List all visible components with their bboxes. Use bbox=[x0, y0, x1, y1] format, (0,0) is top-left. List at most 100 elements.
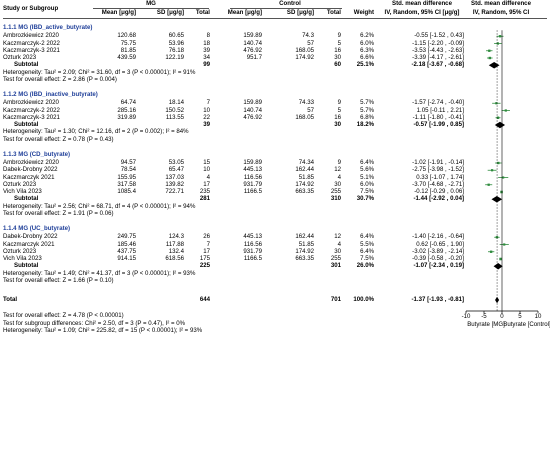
mg-sd: 53.05 bbox=[168, 159, 184, 166]
subtotal-c-total: 30 bbox=[334, 121, 341, 128]
c-total: 5 bbox=[337, 39, 341, 47]
subtotal-c-total: 60 bbox=[334, 61, 341, 69]
c-mean: 140.74 bbox=[243, 106, 262, 114]
subtotal-weight: 30.7% bbox=[356, 195, 374, 203]
weight: 6.3% bbox=[360, 46, 374, 54]
header-weight: Weight bbox=[353, 9, 374, 16]
subtotal-label: Subtotal bbox=[14, 121, 39, 128]
mg-total: 10 bbox=[203, 166, 210, 174]
study-name: Ambrozkiewicz 2020 bbox=[3, 159, 59, 166]
study-ci: -1.15 [-2.20 , -0.09] bbox=[412, 39, 464, 47]
c-sd: 74.33 bbox=[298, 99, 314, 107]
study-marker-point bbox=[490, 169, 494, 172]
weight: 7.5% bbox=[360, 188, 374, 195]
heterogeneity: Heterogeneity: Tau² = 1.49; Chi² = 41.37… bbox=[3, 269, 196, 277]
x-tick-label: -10 bbox=[461, 313, 471, 320]
footer-overall-effect: Test for overall effect: Z = 4.78 (P < 0… bbox=[3, 312, 124, 320]
study-name: Kaczmarczyk 2021 bbox=[3, 173, 55, 181]
study-ci: -0.55 [-1.52 , 0.43] bbox=[414, 32, 464, 40]
study-marker-point bbox=[498, 35, 502, 38]
mg-total: 8 bbox=[206, 32, 210, 40]
mg-sd: 65.47 bbox=[168, 166, 184, 174]
c-total: 255 bbox=[330, 255, 341, 262]
overall-effect: Test for overall effect: Z = 1.91 (P = 0… bbox=[3, 209, 114, 217]
mg-mean: 75.75 bbox=[120, 39, 136, 47]
study-name: Ozturk 2023 bbox=[3, 180, 37, 188]
c-sd: 74.3 bbox=[302, 32, 314, 40]
study-ci: 1.05 [-0.11 , 2.21] bbox=[416, 106, 464, 114]
header-mg-total: Total bbox=[195, 9, 210, 16]
study-ci: -2.75 [-3.98 , -1.52] bbox=[412, 166, 464, 174]
c-total: 30 bbox=[334, 180, 341, 188]
c-sd: 174.92 bbox=[295, 247, 314, 255]
c-sd: 74.34 bbox=[298, 159, 314, 166]
study-marker-point bbox=[487, 183, 490, 186]
study-ci: -0.12 [-0.29 , 0.06] bbox=[414, 188, 464, 195]
header-control-group: Control bbox=[279, 0, 301, 7]
mg-total: 17 bbox=[203, 180, 210, 188]
x-tick-label: 10 bbox=[534, 313, 542, 320]
mg-sd: 113.55 bbox=[165, 113, 184, 121]
mg-total: 4 bbox=[206, 173, 210, 181]
subtotal-c-total: 310 bbox=[330, 195, 341, 203]
mg-sd: 137.03 bbox=[165, 173, 184, 181]
weight: 5.6% bbox=[360, 166, 374, 174]
weight: 6.4% bbox=[360, 247, 374, 255]
study-marker-point bbox=[495, 102, 498, 105]
total-diamond bbox=[495, 296, 500, 304]
c-mean: 159.89 bbox=[243, 32, 262, 40]
weight: 5.1% bbox=[360, 173, 374, 181]
favours-left-label: Butyrate [MG] bbox=[467, 321, 505, 328]
mg-total: 18 bbox=[203, 39, 210, 47]
study-name: Kaczmarczyk-3 2021 bbox=[3, 46, 60, 54]
study-ci: -0.39 [-0.58 , -0.20] bbox=[412, 255, 464, 262]
study-marker-point bbox=[503, 243, 506, 246]
study-marker-point bbox=[500, 190, 503, 194]
mg-sd: 124.3 bbox=[168, 233, 184, 241]
c-total: 30 bbox=[334, 247, 341, 255]
study-marker-point bbox=[497, 161, 500, 165]
mg-total: 26 bbox=[203, 233, 210, 241]
control-group-underline bbox=[230, 8, 342, 9]
c-mean: 951.7 bbox=[246, 54, 262, 61]
c-mean: 1166.5 bbox=[243, 255, 262, 262]
c-sd: 663.35 bbox=[295, 188, 314, 195]
study-ci: -1.57 [-2.74 , -0.40] bbox=[412, 99, 464, 107]
study-name: Kaczmarczyk-2 2022 bbox=[3, 106, 60, 114]
c-sd: 174.92 bbox=[295, 54, 314, 61]
subtotal-mg-total: 39 bbox=[203, 121, 210, 128]
c-mean: 445.13 bbox=[243, 166, 262, 174]
c-sd: 51.85 bbox=[298, 240, 314, 248]
c-total: 4 bbox=[337, 173, 341, 181]
mg-sd: 139.82 bbox=[165, 180, 184, 188]
weight: 6.4% bbox=[360, 159, 374, 166]
favours-right-label: Butyrate [Control] bbox=[503, 321, 550, 328]
c-sd: 663.35 bbox=[295, 255, 314, 262]
mg-mean: 437.75 bbox=[117, 247, 136, 255]
subtotal-weight: 18.2% bbox=[356, 121, 374, 128]
subtotal-diamond bbox=[494, 121, 506, 129]
c-mean: 159.89 bbox=[243, 99, 262, 107]
subtotal-c-total: 301 bbox=[330, 262, 341, 270]
header-divider bbox=[3, 18, 547, 19]
subgroup-title: 1.1.3 MG (CD_butyrate) bbox=[3, 150, 71, 158]
mg-total: 7 bbox=[206, 99, 210, 107]
c-sd: 57 bbox=[307, 106, 314, 114]
header-c-total: Total bbox=[326, 9, 341, 16]
mg-total: 10 bbox=[203, 106, 210, 114]
study-marker-point bbox=[488, 49, 491, 52]
study-name: Kaczmarczyk-3 2021 bbox=[3, 113, 60, 121]
header-smd-right: Std. mean difference bbox=[471, 0, 531, 7]
x-tick-label: 0 bbox=[500, 313, 504, 320]
c-total: 9 bbox=[337, 99, 341, 107]
mg-sd: 722.71 bbox=[165, 188, 184, 195]
c-mean: 1166.5 bbox=[243, 188, 262, 195]
study-name: Ozturk 2023 bbox=[3, 54, 37, 61]
c-total: 16 bbox=[334, 46, 341, 54]
x-tick-label: -5 bbox=[481, 313, 487, 320]
header-mg-sd: SD [μg/g] bbox=[156, 9, 184, 16]
c-sd: 168.05 bbox=[295, 46, 314, 54]
total-c: 701 bbox=[330, 296, 341, 303]
header-smd-left: Std. mean difference bbox=[392, 0, 452, 7]
